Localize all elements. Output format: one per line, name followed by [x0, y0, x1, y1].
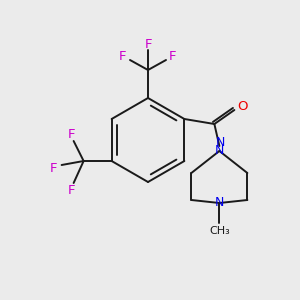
- Text: O: O: [237, 100, 247, 112]
- Text: F: F: [144, 38, 152, 50]
- Text: F: F: [169, 50, 177, 64]
- Text: CH₃: CH₃: [209, 226, 230, 236]
- Text: N: N: [215, 145, 224, 158]
- Text: F: F: [68, 128, 75, 140]
- Text: N: N: [215, 196, 224, 209]
- Text: N: N: [216, 136, 225, 148]
- Text: F: F: [68, 184, 75, 196]
- Text: F: F: [119, 50, 127, 64]
- Text: F: F: [50, 163, 57, 176]
